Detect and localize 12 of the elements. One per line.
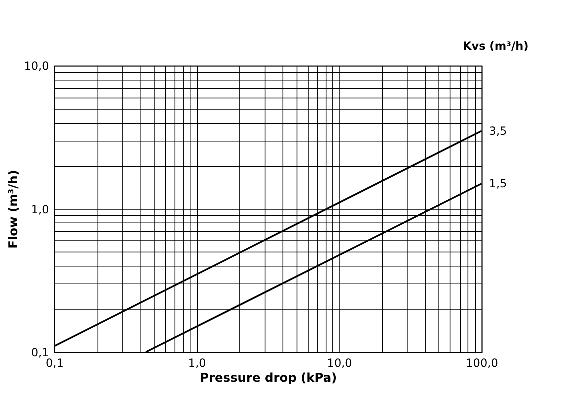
x-tick-label: 0,1	[46, 356, 64, 370]
y-tick-label: 1,0	[31, 203, 50, 216]
y-axis-title: Flow (m³/h)	[6, 170, 21, 249]
legend-title: Kvs (m³/h)	[463, 40, 529, 53]
y-tick-label: 0,1	[31, 346, 50, 360]
x-tick-label: 1,0	[188, 356, 206, 370]
y-tick-label: 10,0	[24, 60, 50, 74]
x-tick-label: 100,0	[466, 356, 498, 370]
x-tick-label: 10,0	[327, 356, 352, 370]
series-label: 1,5	[489, 178, 508, 191]
x-axis-title: Pressure drop (kPa)	[200, 370, 338, 385]
series-label: 3,5	[489, 124, 508, 138]
